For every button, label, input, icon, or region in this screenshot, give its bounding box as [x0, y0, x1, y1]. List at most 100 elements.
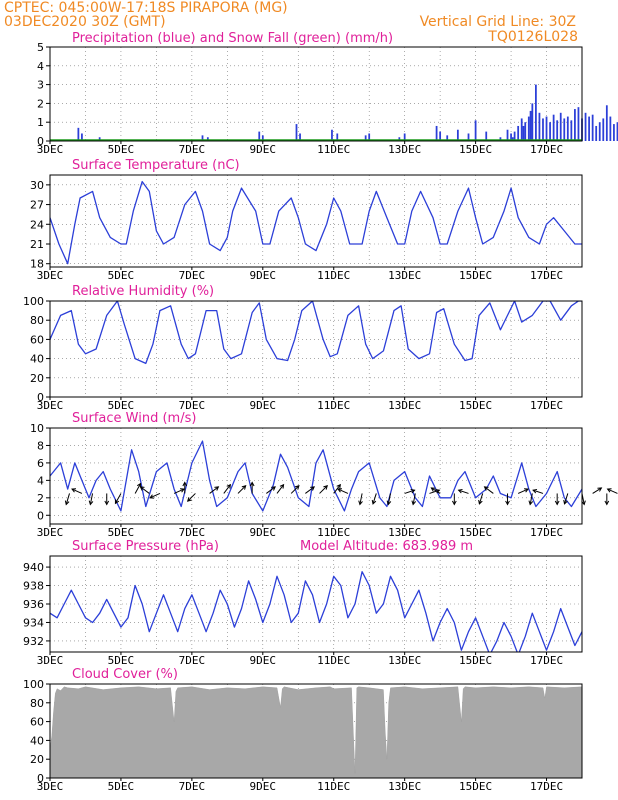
precip-bar — [559, 112, 562, 141]
x-tick-label: 15DEC — [459, 526, 492, 539]
wind-arrowhead — [358, 500, 363, 506]
panel-6: 0 20 40 60 80 100 3DEC 5DEC 7DEC 9DEC 11DEC 13DEC 15… — [23, 667, 583, 793]
wind-arrow — [71, 488, 83, 494]
precip-bar — [605, 105, 608, 141]
wind-arrow — [532, 489, 544, 494]
x-tick-label: 3DEC — [37, 143, 64, 156]
x-tick-label: 9DEC — [250, 654, 277, 667]
x-tick-label: 7DEC — [179, 143, 206, 156]
x-tick-label: 11DEC — [317, 143, 350, 156]
x-tick-label: 5DEC — [108, 654, 135, 667]
precip-bar — [206, 137, 209, 141]
wind-arrow — [607, 488, 618, 494]
y-tick-label: 24 — [30, 218, 44, 231]
precip-bar — [467, 133, 470, 141]
x-tick-label: 7DEC — [179, 269, 206, 282]
wind-arrowhead — [271, 486, 276, 491]
precip-bar — [446, 135, 449, 141]
station-header: CPTEC: 045:00W-17:18S PIRAPORA (MG) — [4, 0, 288, 16]
wind-arrowhead — [71, 488, 77, 493]
x-tick-label: 3DEC — [37, 654, 64, 667]
wind-arrow — [372, 493, 377, 505]
precip-bar — [201, 135, 204, 141]
model-code: TQ0126L028 — [487, 29, 578, 45]
wind-arrowhead — [604, 500, 610, 506]
x-tick-label: 5DEC — [108, 780, 135, 793]
y-tick-label: 0 — [37, 391, 44, 404]
precip-bar — [506, 129, 509, 141]
y-tick-label: 30 — [30, 179, 44, 192]
precip-bar — [456, 129, 459, 141]
x-tick-label: 13DEC — [388, 780, 421, 793]
precip-bar — [336, 133, 339, 141]
x-tick-label: 5DEC — [108, 399, 135, 412]
precip-bar — [517, 125, 520, 141]
wind-arrowhead — [114, 499, 120, 505]
precip-bar — [535, 84, 537, 141]
wind-arrowhead — [186, 497, 192, 502]
precip-bar — [435, 125, 438, 141]
precip-bar — [531, 103, 534, 141]
precip-bar — [485, 131, 488, 141]
precip-bar — [616, 122, 618, 141]
precip-bar — [577, 107, 580, 141]
wind-arrow — [429, 489, 440, 494]
wind-arrowhead — [294, 485, 300, 490]
wind-arrowhead — [139, 486, 145, 491]
x-tick-label: 9DEC — [250, 269, 277, 282]
y-tick-label: 5 — [37, 41, 44, 54]
y-tick-label: 60 — [30, 716, 44, 729]
x-tick-label: 5DEC — [108, 269, 135, 282]
precip-bar — [595, 125, 598, 141]
x-tick-label: 17DEC — [530, 654, 563, 667]
x-tick-label: 5DEC — [108, 143, 135, 156]
x-tick-label: 9DEC — [250, 399, 277, 412]
y-tick-label: 0 — [37, 509, 44, 522]
wind-arrowhead — [457, 488, 463, 494]
wind-arrowhead — [336, 483, 341, 489]
x-tick-label: 15DEC — [459, 143, 492, 156]
precip-bar — [598, 122, 601, 141]
wind-arrow — [564, 493, 569, 505]
precip-bar — [549, 122, 551, 141]
wind-arrowhead — [532, 488, 538, 494]
wind-arrow — [337, 488, 349, 494]
y-tick-label: 938 — [23, 580, 44, 593]
y-tick-label: 80 — [30, 697, 44, 710]
wind-arrow — [140, 486, 150, 494]
wind-arrow — [359, 493, 363, 505]
panel-title: Precipitation (blue) and Snow Fall (gree… — [72, 31, 393, 46]
panel-frame — [49, 300, 583, 398]
panel-title: Surface Temperature (nC) — [72, 158, 240, 173]
wind-arrowhead — [337, 488, 343, 493]
y-tick-label: 0 — [37, 135, 44, 148]
wind-arrow — [517, 488, 529, 494]
wind-arrow — [478, 493, 484, 505]
y-tick-label: 2 — [37, 492, 44, 505]
precip-bar — [545, 116, 548, 141]
x-tick-label: 3DEC — [37, 399, 64, 412]
panel-5: 932 934 936 938 940 3DEC 5DEC 7DEC 9DEC 11DEC 13DE… — [23, 539, 583, 667]
wind-arrowhead — [279, 483, 285, 489]
panel-frame — [49, 555, 583, 653]
x-tick-label: 9DEC — [250, 143, 277, 156]
y-tick-label: 20 — [30, 753, 44, 766]
wind-arrowhead — [249, 481, 255, 487]
wind-arrowhead — [606, 488, 612, 493]
y-tick-label: 1 — [37, 116, 44, 129]
y-tick-label: 27 — [30, 199, 44, 212]
x-tick-label: 3DEC — [37, 269, 64, 282]
precip-bar — [570, 120, 573, 141]
wind-arrowhead — [597, 487, 603, 492]
wind-arrow — [134, 483, 142, 494]
series-line — [50, 180, 582, 265]
x-tick-label: 13DEC — [388, 654, 421, 667]
wind-arrowhead — [410, 488, 416, 494]
wind-arrowhead — [554, 500, 560, 506]
precip-bar — [522, 125, 525, 141]
y-tick-label: 21 — [30, 238, 44, 251]
grid-line-note: Vertical Grid Line: 30Z — [420, 14, 576, 30]
panel-4: 0 2 4 6 8 10 3DEC 5DEC 7DEC 9DEC 11DEC 13DEC 15DEC 17… — [30, 411, 618, 539]
wind-arrow — [266, 486, 276, 494]
x-tick-label: 17DEC — [530, 269, 563, 282]
